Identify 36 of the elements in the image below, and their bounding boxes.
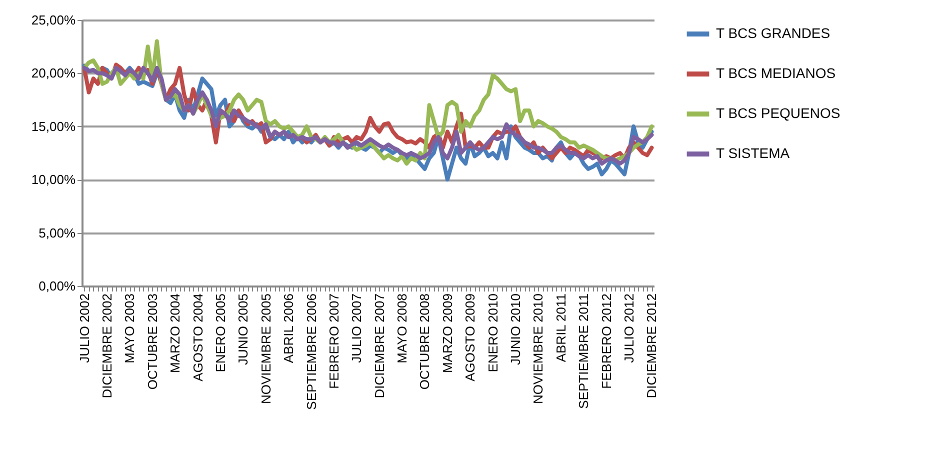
x-tick-label: ABRIL 2011 — [553, 294, 568, 362]
x-tick-label: DICIEMBRE 2007 — [372, 294, 387, 398]
x-tick-label: SEPTIEMBRE 2006 — [304, 294, 319, 410]
x-tick-label: JUNIO 2005 — [236, 294, 251, 366]
legend-label: T BCS PEQUENOS — [716, 105, 840, 121]
x-tick-label: ABRIL 2006 — [281, 294, 296, 364]
x-tick-label: ENERO 2005 — [212, 294, 228, 372]
x-tick-label: ENERO 2010 — [485, 294, 500, 372]
legend-label: T SISTEMA — [716, 145, 790, 161]
legend-label: T BCS MEDIANOS — [716, 65, 836, 81]
x-tick-label: DICIEMBRE 2012 — [644, 294, 660, 398]
x-tick-label: AGOSTO 2004 — [190, 294, 206, 382]
x-tick-label: JULIO 2002 — [76, 294, 92, 363]
x-tick-label: MAYO 2008 — [394, 294, 410, 364]
y-tick-label: 0,00% — [38, 278, 76, 294]
legend-label: T BCS GRANDES — [716, 25, 830, 41]
x-tick-label: JUNIO 2010 — [508, 294, 524, 366]
x-tick-label: JULIO 2012 — [622, 294, 637, 363]
x-tick-label: DICIEMBRE 2002 — [99, 294, 114, 398]
x-tick-label: NOVIEMBRE 2010 — [530, 294, 546, 404]
y-tick-label: 25,00% — [31, 12, 76, 28]
x-tick-label: JULIO 2007 — [349, 294, 364, 363]
x-tick-label: OCTUBRE 2003 — [144, 294, 160, 390]
y-tick-label: 15,00% — [31, 118, 76, 134]
x-tick-label: OCTUBRE 2008 — [417, 294, 432, 390]
x-tick-label: MAYO 2003 — [122, 294, 138, 364]
x-tick-label: FEBRERO 2012 — [598, 294, 614, 389]
x-tick-label: MARZO 2004 — [168, 294, 183, 373]
x-tick-label: AGOSTO 2009 — [462, 294, 478, 382]
x-tick-label: NOVIEMBRE 2005 — [258, 294, 274, 404]
x-tick-label: SEPTIEMBRE 2011 — [576, 294, 592, 409]
x-tick-label: MARZO 2009 — [440, 294, 455, 373]
y-tick-label: 5,00% — [38, 225, 76, 240]
y-tick-label: 20,00% — [31, 66, 76, 81]
y-tick-label: 10,00% — [31, 172, 76, 188]
x-tick-label: FEBRERO 2007 — [326, 294, 342, 389]
